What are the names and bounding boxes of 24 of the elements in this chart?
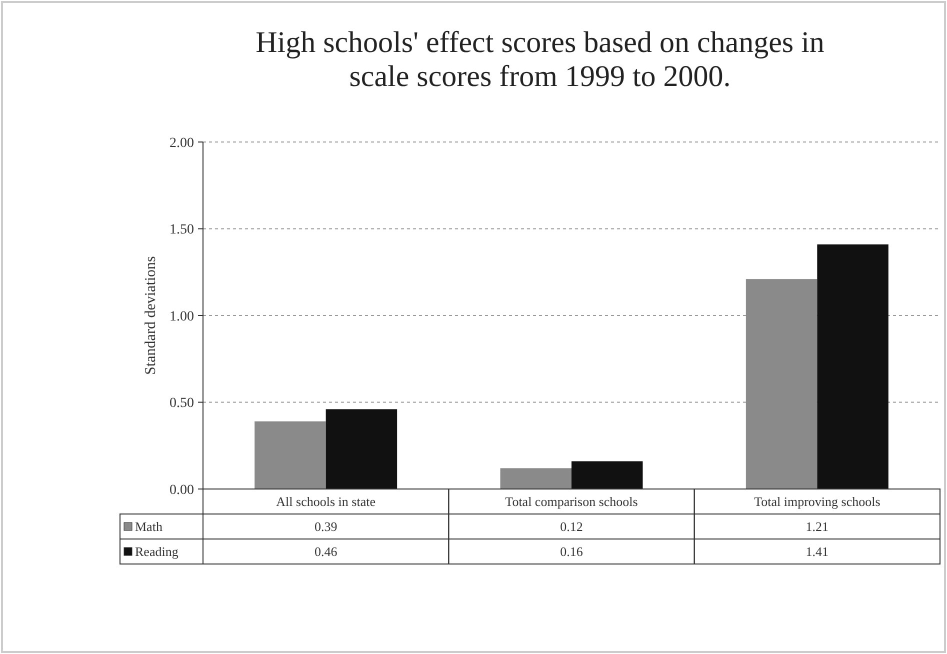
data-label: 0.39 bbox=[314, 519, 338, 534]
x-tick-label: Total comparison schools bbox=[505, 494, 638, 510]
y-axis-title: Standard deviations bbox=[143, 256, 159, 375]
data-label: 1.41 bbox=[806, 544, 829, 560]
y-tick-label: 2.00 bbox=[170, 136, 194, 151]
y-tick-label: 1.50 bbox=[170, 222, 194, 238]
y-tick-label: 0.50 bbox=[170, 396, 194, 412]
data-label: 0.12 bbox=[560, 519, 583, 534]
data-label: 0.46 bbox=[314, 544, 338, 560]
y-tick-label: 1.00 bbox=[170, 309, 194, 324]
y-tick-label: 0.00 bbox=[170, 482, 194, 498]
bar bbox=[500, 468, 572, 489]
x-tick-label: All schools in state bbox=[276, 494, 376, 510]
data-label: 1.21 bbox=[806, 519, 829, 534]
chart-title: High schools' effect scores based on changes in scale scores from 1999 to 2000. bbox=[256, 26, 824, 93]
legend-label: Reading bbox=[135, 544, 179, 560]
x-tick-label: Total improving schools bbox=[754, 494, 880, 510]
data-label: 0.16 bbox=[560, 544, 584, 560]
bar bbox=[746, 279, 818, 489]
legend-label: Math bbox=[135, 519, 163, 534]
bar bbox=[254, 421, 326, 489]
bar bbox=[572, 461, 643, 489]
bar bbox=[817, 244, 888, 489]
bar bbox=[326, 409, 398, 489]
